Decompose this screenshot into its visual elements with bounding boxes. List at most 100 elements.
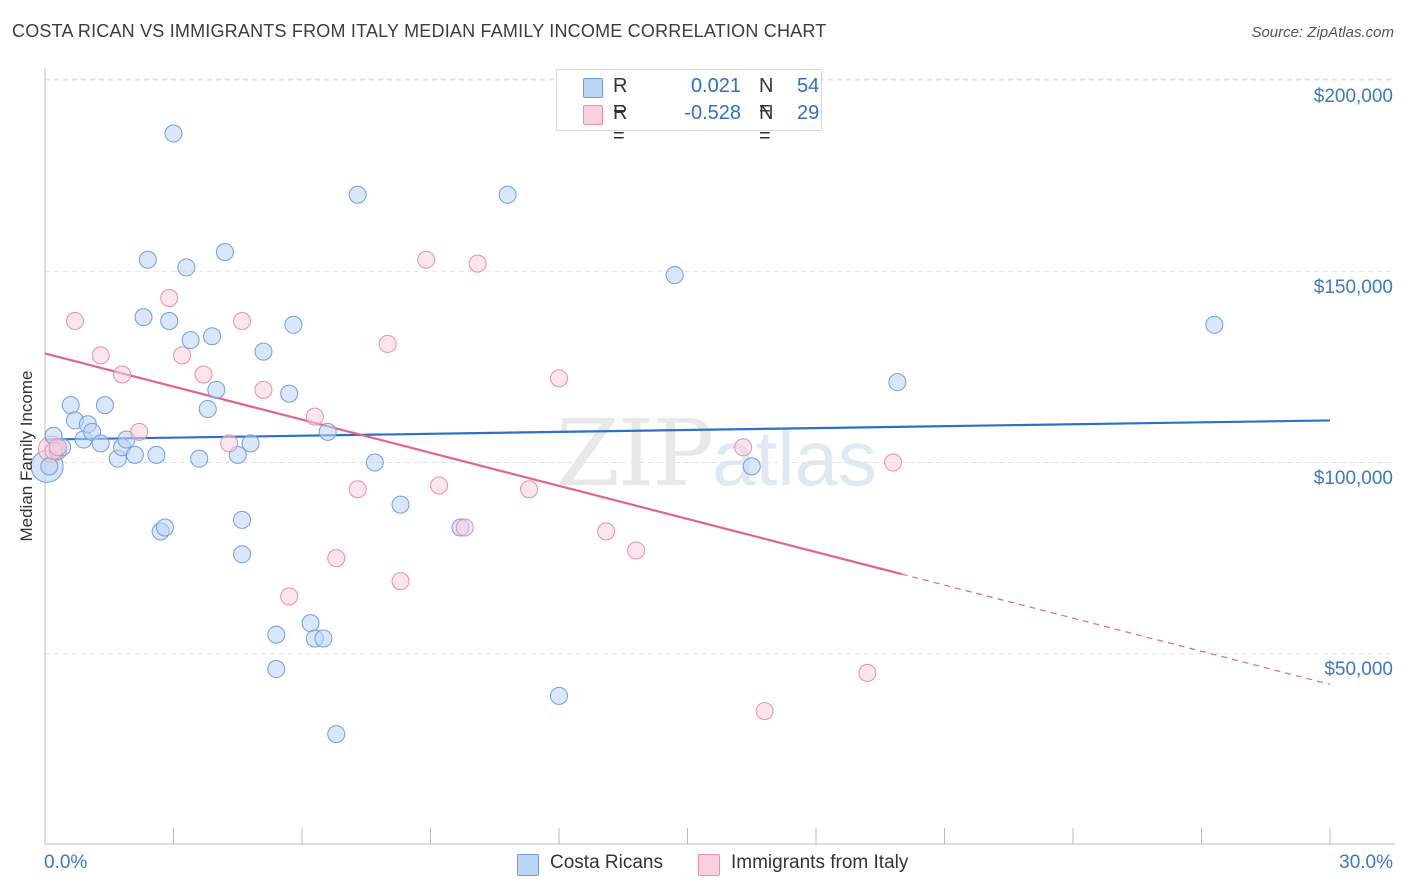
data-point xyxy=(597,522,616,541)
data-point xyxy=(755,702,774,721)
data-point xyxy=(318,422,337,441)
data-point xyxy=(233,510,252,529)
data-point xyxy=(160,289,179,308)
data-points xyxy=(30,124,1224,744)
data-point xyxy=(1205,315,1224,334)
data-point xyxy=(198,399,217,418)
trend-lines xyxy=(44,352,1331,685)
data-point xyxy=(468,254,487,273)
data-point xyxy=(348,185,367,204)
y-axis-label: Median Family Income xyxy=(17,370,36,542)
data-point xyxy=(61,396,80,415)
data-point xyxy=(417,250,436,269)
data-point xyxy=(365,453,384,472)
data-point xyxy=(280,587,299,606)
legend-swatch-blue xyxy=(517,854,539,876)
data-point xyxy=(498,185,517,204)
legend-swatch-blue xyxy=(583,78,603,98)
data-point xyxy=(378,334,397,353)
data-point xyxy=(430,476,449,495)
data-point xyxy=(207,380,226,399)
data-point xyxy=(203,327,222,346)
data-point xyxy=(130,422,149,441)
legend-n-label: N = xyxy=(759,102,774,147)
data-point xyxy=(91,346,110,365)
data-point xyxy=(181,331,200,350)
legend-r-value: 0.021 xyxy=(690,75,741,97)
data-point xyxy=(95,396,114,415)
data-point xyxy=(40,457,59,476)
data-point xyxy=(138,250,157,269)
data-point xyxy=(48,438,67,457)
data-point xyxy=(254,380,273,399)
data-point xyxy=(665,266,684,285)
data-point xyxy=(742,457,761,476)
watermark-zip: ZIP xyxy=(556,400,714,507)
data-point xyxy=(858,663,877,682)
data-point xyxy=(550,369,568,388)
x-tick-min: 0.0% xyxy=(44,852,88,873)
data-point xyxy=(160,311,179,330)
data-point xyxy=(391,495,410,514)
data-point xyxy=(134,308,153,327)
data-point xyxy=(284,315,303,334)
legend-n-value: 54 xyxy=(797,75,820,97)
y-tick-200000: $200,000 xyxy=(1313,86,1393,107)
data-point xyxy=(91,434,110,453)
data-point xyxy=(550,686,568,705)
legend-swatch-pink xyxy=(698,854,720,876)
y-tick-150000: $150,000 xyxy=(1313,277,1393,298)
data-point xyxy=(884,453,903,472)
legend-label-costa-ricans: Costa Ricans xyxy=(550,852,663,873)
y-tick-50000: $50,000 xyxy=(1324,659,1393,680)
data-point xyxy=(254,342,273,361)
data-point xyxy=(113,365,132,384)
data-point xyxy=(455,518,474,537)
legend-r-label: R = xyxy=(613,75,628,120)
trend-line-1 xyxy=(44,352,902,576)
trend-line-extension-1 xyxy=(901,573,1331,685)
data-point xyxy=(125,445,144,464)
y-tick-100000: $100,000 xyxy=(1313,468,1393,489)
trend-line-0 xyxy=(44,419,1331,441)
data-point xyxy=(177,258,196,277)
data-point xyxy=(301,614,320,633)
legend-r-value: -0.528 xyxy=(684,102,741,124)
legend-n-label: N = xyxy=(759,75,774,120)
stats-legend: R = 0.021 N = 54 R = -0.528 N = 29 xyxy=(556,69,822,147)
axes xyxy=(44,68,1395,845)
data-point xyxy=(314,629,333,648)
data-point xyxy=(215,243,234,262)
data-point xyxy=(155,518,174,537)
data-point xyxy=(147,445,166,464)
legend-label-italy: Immigrants from Italy xyxy=(731,852,909,873)
data-point xyxy=(164,124,183,143)
source-credit: Source: ZipAtlas.com xyxy=(1251,24,1394,41)
data-point xyxy=(327,725,346,744)
data-point xyxy=(233,311,252,330)
data-point xyxy=(520,480,539,499)
data-point xyxy=(627,541,646,560)
data-point xyxy=(220,434,239,453)
x-tick-max: 30.0% xyxy=(1339,852,1393,873)
data-point xyxy=(194,365,213,384)
chart-title: COSTA RICAN VS IMMIGRANTS FROM ITALY MED… xyxy=(12,21,827,41)
data-point xyxy=(305,407,324,426)
data-point xyxy=(391,572,410,591)
series-legend: Costa Ricans Immigrants from Italy xyxy=(0,852,1406,878)
data-point xyxy=(280,384,299,403)
data-point xyxy=(233,545,252,564)
data-point xyxy=(173,346,192,365)
legend-r-label: R = xyxy=(613,102,628,147)
data-point xyxy=(190,449,209,468)
data-point xyxy=(348,480,367,499)
data-point xyxy=(267,660,286,679)
data-point xyxy=(65,311,84,330)
data-point xyxy=(267,625,286,644)
legend-swatch-pink xyxy=(583,105,603,125)
data-point xyxy=(327,549,346,568)
data-point xyxy=(241,434,260,453)
legend-n-value: 29 xyxy=(797,102,820,124)
gridlines xyxy=(45,78,1395,655)
